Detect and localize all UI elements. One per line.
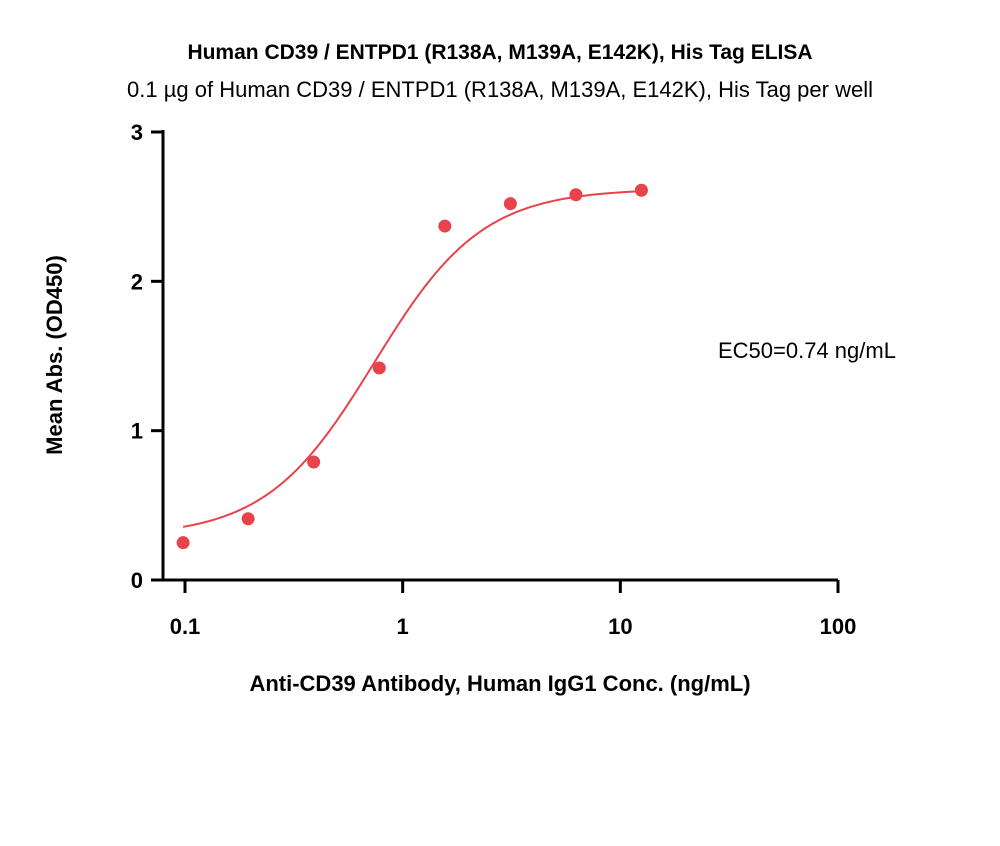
- x-tick-label: 100: [820, 614, 857, 639]
- chart-title: Human CD39 / ENTPD1 (R138A, M139A, E142K…: [187, 41, 812, 64]
- data-point: [372, 361, 386, 375]
- x-tick-label: 1: [397, 614, 409, 639]
- data-point: [176, 536, 190, 550]
- data-point: [569, 188, 583, 202]
- y-tick-label: 3: [131, 120, 143, 145]
- fit-curve-line: [182, 190, 642, 528]
- x-tick-label: 0.1: [170, 614, 201, 639]
- data-point: [307, 455, 321, 469]
- x-tick-label: 10: [608, 614, 632, 639]
- data-points: [176, 183, 648, 550]
- ec50-annotation: EC50=0.74 ng/mL: [718, 338, 896, 363]
- y-tick-label: 0: [131, 568, 143, 593]
- y-tick-label: 2: [131, 269, 143, 294]
- y-axis-ticks: 0 1 2 3: [131, 120, 163, 593]
- data-point: [241, 512, 255, 526]
- y-tick-label: 1: [131, 419, 143, 444]
- data-point: [503, 197, 517, 211]
- data-point: [634, 183, 648, 197]
- y-axis-label: Mean Abs. (OD450): [42, 255, 67, 455]
- data-point: [438, 219, 452, 233]
- x-axis-label: Anti-CD39 Antibody, Human IgG1 Conc. (ng…: [249, 671, 750, 696]
- chart-subtitle: 0.1 µg of Human CD39 / ENTPD1 (R138A, M1…: [127, 77, 873, 102]
- x-axis-ticks: 0.1 1 10 100: [170, 580, 857, 639]
